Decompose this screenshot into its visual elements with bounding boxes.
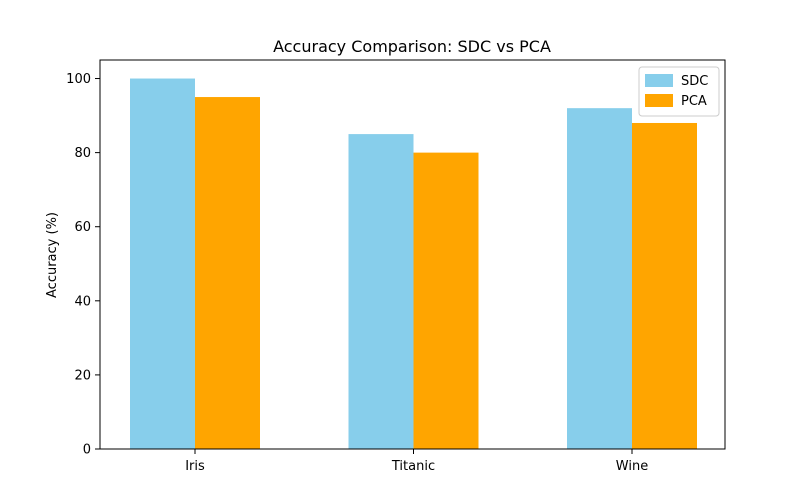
y-tick-label: 20 bbox=[74, 368, 91, 383]
x-tick-label: Iris bbox=[185, 459, 205, 474]
y-tick-label: 60 bbox=[74, 220, 91, 235]
legend-swatch-pca bbox=[645, 94, 673, 107]
bar-sdc-wine bbox=[567, 108, 632, 450]
y-tick-label: 40 bbox=[74, 294, 91, 309]
plot-frame bbox=[99, 59, 726, 450]
bar-pca-titanic bbox=[413, 152, 479, 449]
legend-swatch-sdc bbox=[645, 74, 673, 87]
legend-label-pca: PCA bbox=[681, 94, 707, 109]
bars-group bbox=[130, 78, 697, 450]
legend-label-sdc: SDC bbox=[681, 74, 708, 89]
bar-sdc-titanic bbox=[348, 134, 414, 449]
axes-group: 0 20 40 60 80 100 Iris Titanic Wine bbox=[66, 59, 726, 474]
y-tick-label: 0 bbox=[83, 443, 91, 458]
bar-sdc-iris bbox=[130, 78, 195, 450]
y-tick-label: 80 bbox=[74, 146, 91, 161]
legend: SDC PCA bbox=[638, 66, 720, 117]
bar-pca-iris bbox=[195, 97, 260, 450]
bar-pca-wine bbox=[632, 122, 697, 449]
y-axis-label: Accuracy (%) bbox=[45, 212, 60, 298]
y-tick-label: 100 bbox=[66, 72, 91, 87]
x-tick-label: Titanic bbox=[391, 459, 435, 474]
chart-title: Accuracy Comparison: SDC vs PCA bbox=[273, 37, 551, 56]
x-tick-label: Wine bbox=[616, 459, 648, 474]
